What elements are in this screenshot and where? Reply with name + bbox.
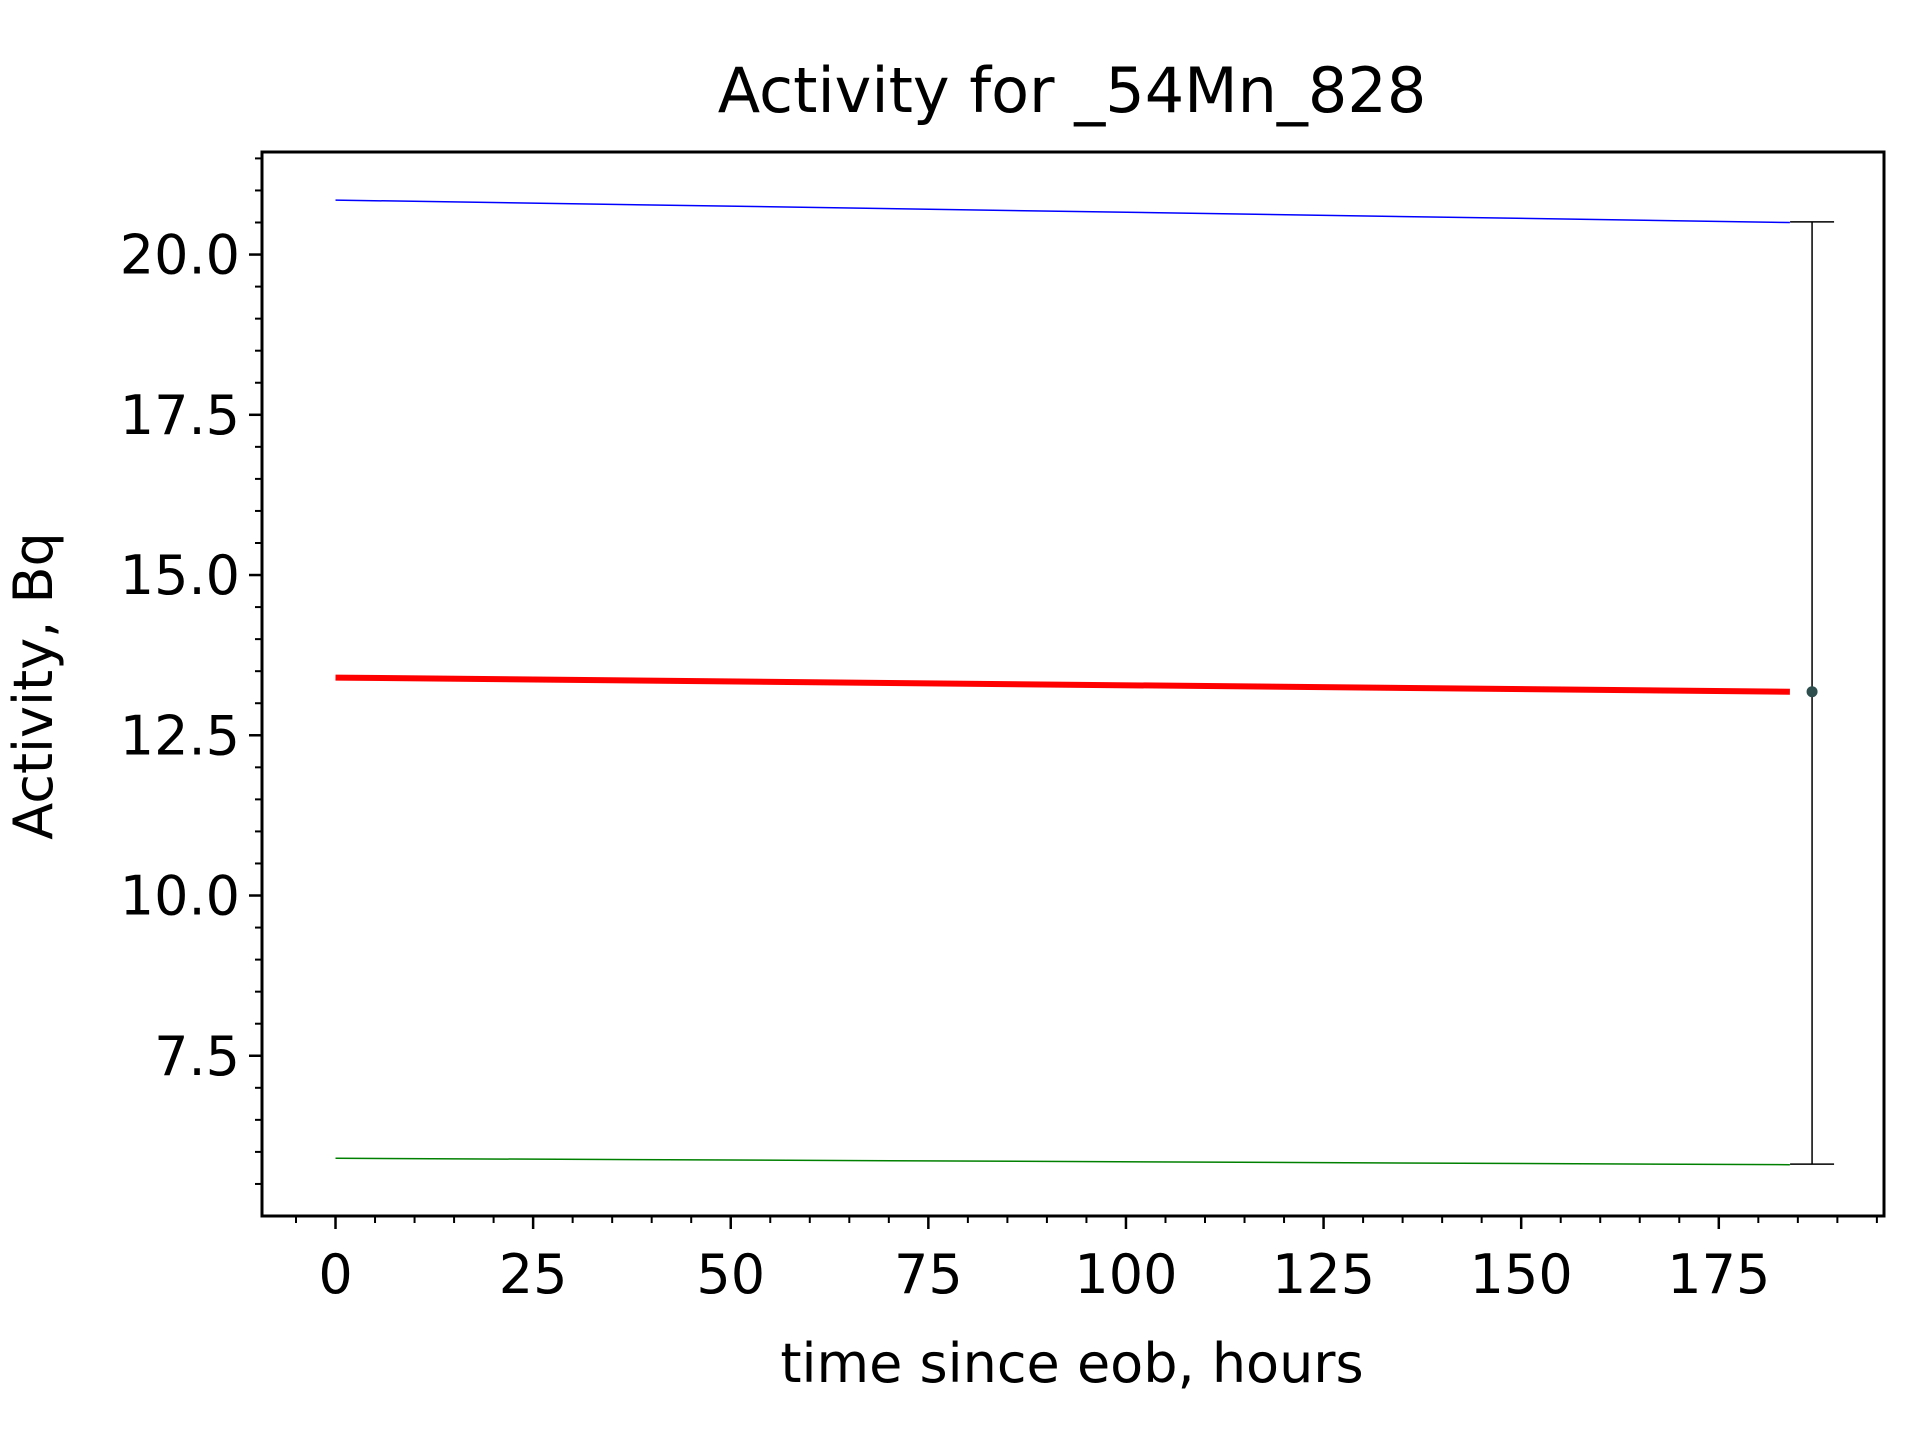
y-tick-label: 7.5 — [154, 1025, 240, 1088]
x-tick-label: 175 — [1667, 1243, 1770, 1306]
x-axis: 0 25 50 75 100 125 150 175 — [294, 1216, 1878, 1306]
x-tick-label: 125 — [1272, 1243, 1375, 1306]
series-line-fit — [335, 674, 1790, 695]
y-tick-label: 10.0 — [120, 865, 240, 928]
x-tick-label: 75 — [894, 1243, 963, 1306]
plot-frame — [260, 150, 1886, 1218]
series-line-upper-bound — [335, 199, 1790, 224]
data-point — [1806, 686, 1818, 698]
plot-area — [335, 199, 1835, 1166]
x-tick-label: 0 — [318, 1243, 352, 1306]
x-tick-label: 150 — [1470, 1243, 1573, 1306]
y-tick-label: 15.0 — [120, 544, 240, 607]
x-tick-label: 25 — [499, 1243, 568, 1306]
chart-title: Activity for _54Mn_828 — [718, 54, 1427, 127]
y-tick-label: 17.5 — [120, 384, 240, 447]
y-axis: 7.5 10.0 12.5 15.0 17.5 20.0 — [120, 157, 262, 1185]
y-tick-label: 12.5 — [120, 704, 240, 767]
x-axis-label: time since eob, hours — [780, 1332, 1363, 1395]
x-tick-label: 50 — [696, 1243, 765, 1306]
y-tick-label: 20.0 — [120, 224, 240, 287]
series-line-lower-bound — [335, 1157, 1790, 1166]
x-tick-label: 100 — [1074, 1243, 1177, 1306]
y-axis-label: Activity, Bq — [2, 532, 65, 840]
